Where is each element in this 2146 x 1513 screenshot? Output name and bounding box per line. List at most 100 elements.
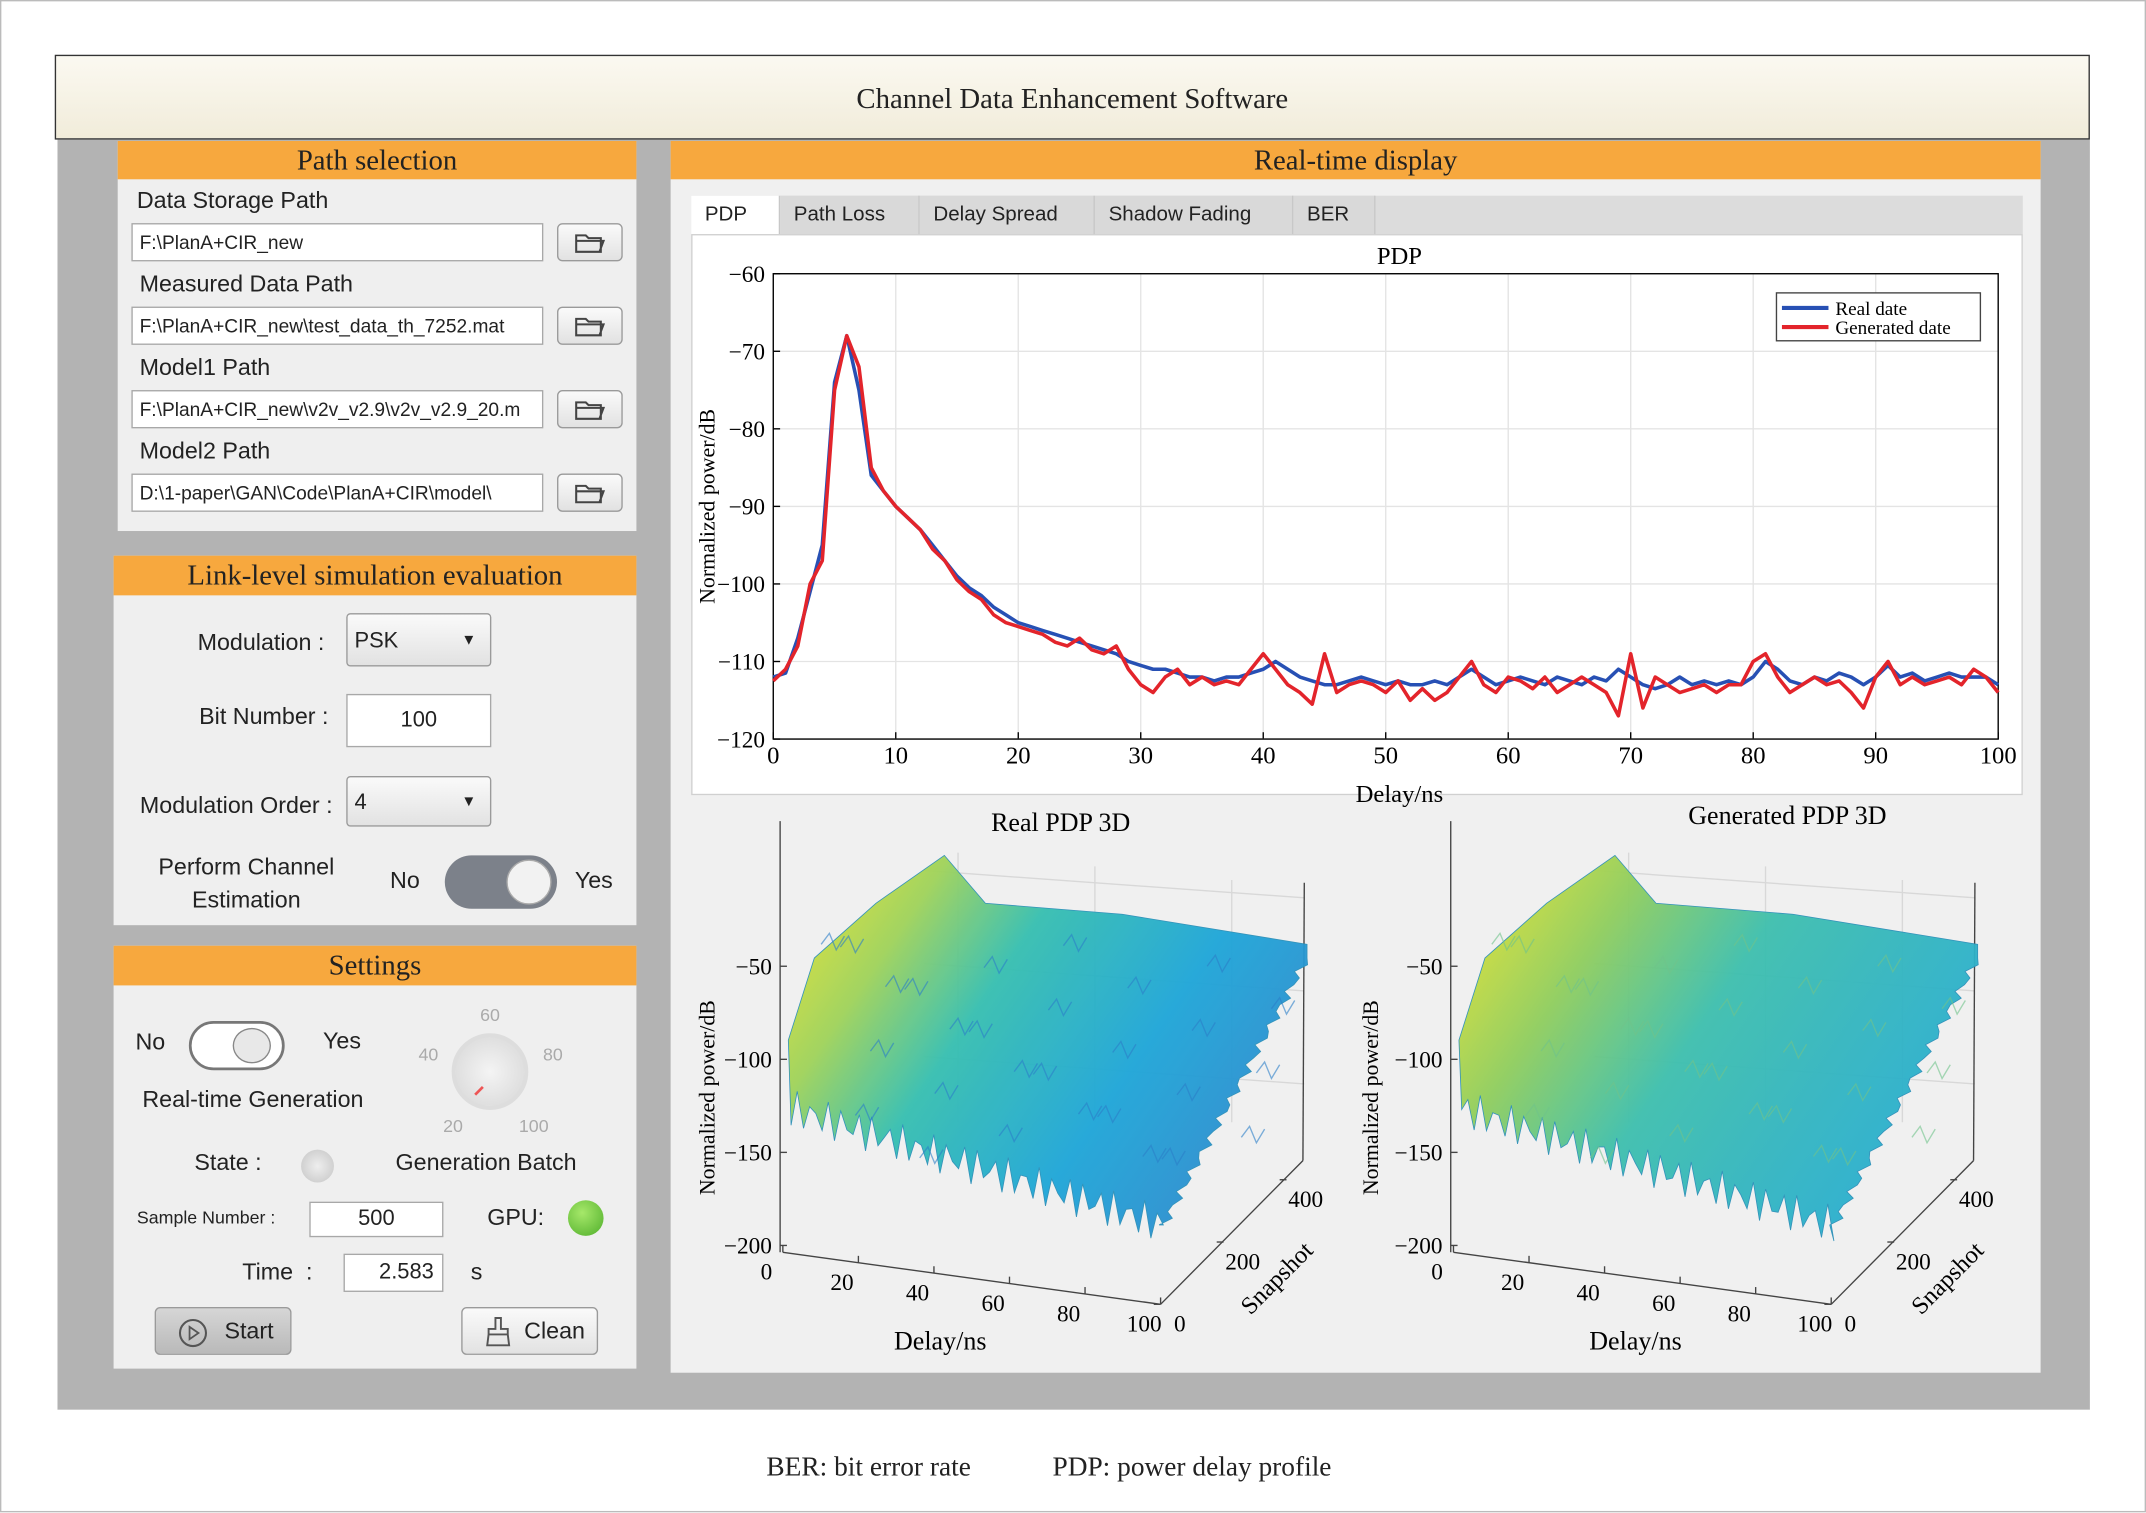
tab[interactable]: PDP xyxy=(691,195,781,235)
z-axis-label: Normalized power/dB xyxy=(1358,1000,1383,1195)
toggle-off-label: No xyxy=(390,867,420,894)
browse-button[interactable] xyxy=(557,306,623,345)
surface-texture xyxy=(983,955,1008,975)
x-tick-label: 60 xyxy=(1496,743,1521,770)
surface-texture xyxy=(1161,1146,1186,1167)
state-led xyxy=(301,1149,334,1183)
x-tick-label: 60 xyxy=(981,1291,1004,1317)
bit-number-input[interactable]: 100 xyxy=(346,693,492,748)
surface-texture xyxy=(998,1123,1023,1143)
browse-button[interactable] xyxy=(557,390,623,429)
dropdown-arrow: ▼ xyxy=(461,793,477,811)
label: Sample Number : xyxy=(136,1207,276,1228)
z-tick-label: −50 xyxy=(736,954,772,980)
toggle[interactable] xyxy=(444,855,558,909)
dropdown[interactable]: 4 ▼ xyxy=(346,776,492,827)
tab[interactable]: Path Loss xyxy=(780,195,920,235)
knob-tick-label: 100 xyxy=(518,1115,549,1136)
knob[interactable] xyxy=(451,1033,529,1110)
button-label: Clean xyxy=(524,1317,585,1344)
surface-texture xyxy=(1782,1040,1808,1060)
z-tick-label: −200 xyxy=(724,1234,772,1260)
x-tick-label: 10 xyxy=(883,743,908,770)
z-tick-label: −100 xyxy=(1395,1048,1443,1074)
field-label: Model2 Path xyxy=(139,437,271,464)
tab[interactable]: Shadow Fading xyxy=(1094,195,1294,235)
z-axis-label: Normalized power/dB xyxy=(694,1000,719,1195)
dropdown-value: 4 xyxy=(354,791,367,815)
surface-texture xyxy=(1941,996,1966,1016)
surface-texture xyxy=(934,1081,959,1101)
y-tick-label: 200 xyxy=(1225,1249,1260,1275)
surface-texture xyxy=(1206,953,1231,974)
browse-button[interactable] xyxy=(557,473,623,512)
y-axis-label: Normalized power/dB xyxy=(694,409,719,604)
clean-button[interactable]: Clean xyxy=(461,1307,599,1355)
path-input[interactable]: D:\1-paper\GAN\Code\PlanA+CIR\model\ xyxy=(131,473,544,512)
surface-texture xyxy=(1142,1144,1167,1164)
legend-label: Generated date xyxy=(1835,318,1950,339)
browse-button[interactable] xyxy=(557,223,623,262)
time-input[interactable]: 2.583 xyxy=(343,1253,444,1292)
x-axis-label: Delay/ns xyxy=(1589,1326,1681,1355)
x-tick-label: 80 xyxy=(1057,1301,1080,1327)
play-icon xyxy=(178,1319,208,1348)
path-input[interactable]: F:\PlanA+CIR_new\test_data_th_7252.mat xyxy=(131,306,544,345)
label: State : xyxy=(194,1149,262,1176)
sample-input[interactable]: 500 xyxy=(309,1201,444,1238)
axis-line xyxy=(1302,882,1305,1161)
button-label: Start xyxy=(224,1317,274,1344)
z-tick-label: −50 xyxy=(1406,954,1442,980)
surface-texture xyxy=(1540,1038,1565,1059)
start-button[interactable]: Start xyxy=(154,1307,292,1355)
surface-texture xyxy=(1926,1060,1951,1080)
surface xyxy=(787,854,1309,1239)
toggle-knob xyxy=(232,1027,271,1064)
surface-texture xyxy=(869,1038,895,1059)
surface-texture xyxy=(1525,1103,1550,1123)
toggle-off-label: No xyxy=(135,1029,166,1056)
x-tick-label: 30 xyxy=(1128,743,1153,770)
toggle[interactable] xyxy=(188,1020,285,1071)
surface-texture xyxy=(1062,933,1088,953)
surface-texture xyxy=(949,1016,974,1037)
chart-title: Real PDP 3D xyxy=(991,808,1130,837)
chart-title: Generated PDP 3D xyxy=(1688,801,1886,830)
x-tick-label: 20 xyxy=(830,1270,853,1296)
broom-icon xyxy=(486,1317,511,1347)
x-tick-label: 80 xyxy=(1728,1301,1751,1327)
surface-texture xyxy=(919,1145,944,1165)
x-tick-label: 70 xyxy=(1618,743,1643,770)
label: Bit Number : xyxy=(199,703,329,730)
panel-header: Link-level simulation evaluation xyxy=(113,555,637,596)
dropdown[interactable]: PSK ▼ xyxy=(346,613,492,667)
label: Modulation Order : xyxy=(139,792,333,819)
axis-line xyxy=(1972,882,1976,1161)
surface-texture xyxy=(1255,1060,1281,1080)
x-tick-label: 40 xyxy=(906,1280,929,1306)
plot-frame xyxy=(772,273,1999,740)
surface-texture xyxy=(1619,1016,1645,1037)
surface-texture xyxy=(854,1103,880,1123)
toggle-knob xyxy=(506,859,552,905)
tab[interactable]: BER xyxy=(1293,195,1376,235)
field-label: Model1 Path xyxy=(139,354,271,381)
z-tick-label: −150 xyxy=(1395,1141,1443,1167)
surface-texture xyxy=(1748,1101,1773,1122)
field-label: Data Storage Path xyxy=(136,187,329,214)
toggle-on-label: Yes xyxy=(322,1027,361,1054)
x-tick-label: 100 xyxy=(1797,1312,1832,1338)
unit: s xyxy=(470,1259,483,1286)
surface-texture xyxy=(904,977,929,997)
x-axis-label: Delay/ns xyxy=(894,1326,986,1355)
y-tick-label: −120 xyxy=(717,727,765,753)
path-input[interactable]: F:\PlanA+CIR_new xyxy=(131,223,544,262)
surface-texture xyxy=(1270,996,1296,1016)
x-tick-label: 80 xyxy=(1741,743,1766,770)
tab[interactable]: Delay Spread xyxy=(919,195,1095,235)
path-input[interactable]: F:\PlanA+CIR_new\v2v_v2.9\v2v_v2.9_20.m xyxy=(131,390,544,429)
z-tick-label: −200 xyxy=(1395,1234,1443,1260)
knob-tick-label: 60 xyxy=(480,1004,500,1026)
